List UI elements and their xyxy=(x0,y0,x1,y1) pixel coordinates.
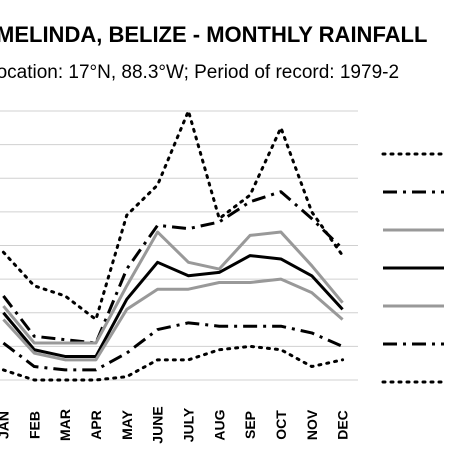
x-tick-label: MAY xyxy=(119,409,135,439)
x-axis-ticks: JAN FEB MAR APR MAY JUNE JULY AUG SEP OCT NOV DEC xyxy=(0,406,351,443)
x-tick-label: DEC xyxy=(335,410,351,440)
series-line-4 xyxy=(2,254,344,358)
x-tick-label: NOV xyxy=(304,409,320,440)
series-line-7 xyxy=(1,344,345,382)
x-tick-label: JAN xyxy=(0,411,11,439)
series-line-6 xyxy=(2,321,344,372)
x-tick-label: JUNE xyxy=(150,406,166,443)
x-tick-label: FEB xyxy=(26,411,42,439)
x-tick-label: SEP xyxy=(242,411,258,439)
x-tick-label: OCT xyxy=(273,410,289,440)
legend xyxy=(381,152,446,384)
series-line-2 xyxy=(2,190,344,345)
x-tick-label: AUG xyxy=(211,409,227,440)
chart-subtitle: Location: 17°N, 88.3°W; Period of record… xyxy=(0,62,399,83)
series-line-5 xyxy=(2,277,344,362)
x-tick-label: APR xyxy=(88,410,104,440)
x-tick-label: JULY xyxy=(180,407,196,442)
x-tick-label: MAR xyxy=(57,409,73,441)
chart-title: MELINDA, BELIZE - MONTHLY RAINFALL xyxy=(0,22,427,47)
series-line-3 xyxy=(2,230,344,345)
series-lines xyxy=(1,109,345,382)
series-line-1 xyxy=(1,109,345,321)
